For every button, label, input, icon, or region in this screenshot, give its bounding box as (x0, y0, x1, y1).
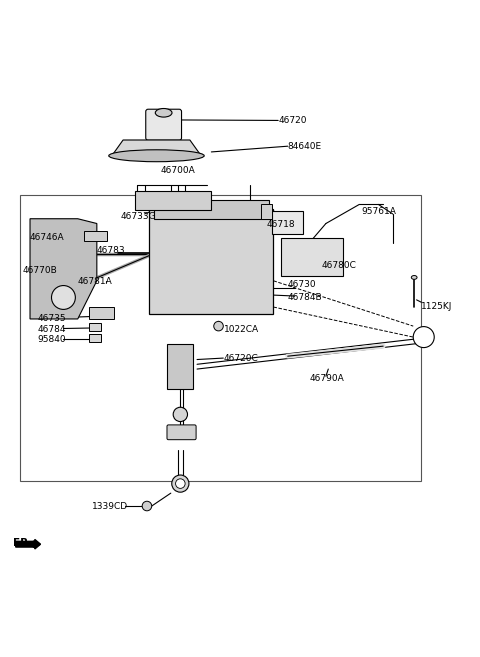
FancyArrow shape (16, 539, 40, 549)
Circle shape (214, 321, 223, 331)
Text: 46770B: 46770B (23, 266, 58, 275)
Text: 46730: 46730 (288, 280, 316, 289)
Circle shape (176, 479, 185, 488)
FancyBboxPatch shape (167, 425, 196, 440)
Text: A: A (61, 293, 66, 302)
Text: 46720C: 46720C (223, 353, 258, 363)
FancyBboxPatch shape (84, 231, 107, 240)
Ellipse shape (109, 150, 204, 162)
Polygon shape (30, 219, 97, 319)
FancyBboxPatch shape (261, 204, 273, 219)
Circle shape (413, 327, 434, 348)
Text: 1022CA: 1022CA (224, 325, 259, 334)
Text: 46784B: 46784B (288, 293, 323, 302)
Polygon shape (111, 140, 202, 157)
FancyBboxPatch shape (273, 211, 303, 234)
Text: A: A (421, 332, 427, 342)
Text: 46790A: 46790A (309, 374, 344, 383)
FancyBboxPatch shape (89, 334, 101, 342)
FancyBboxPatch shape (135, 191, 211, 210)
Text: 46720: 46720 (278, 116, 307, 125)
Circle shape (172, 475, 189, 492)
Text: 95840: 95840 (37, 336, 66, 344)
Text: 1125KJ: 1125KJ (421, 302, 453, 311)
Text: 46746A: 46746A (30, 233, 65, 242)
Circle shape (142, 501, 152, 510)
FancyBboxPatch shape (89, 323, 101, 331)
Text: FR.: FR. (13, 538, 33, 548)
Ellipse shape (156, 108, 172, 117)
FancyBboxPatch shape (146, 109, 181, 140)
Text: 46783: 46783 (97, 246, 125, 255)
Text: 46718: 46718 (266, 221, 295, 229)
FancyBboxPatch shape (281, 238, 343, 276)
Text: 46700A: 46700A (161, 166, 195, 175)
Text: 1339CD: 1339CD (92, 501, 128, 510)
Text: 46784: 46784 (37, 325, 66, 334)
Circle shape (173, 407, 188, 422)
FancyBboxPatch shape (168, 344, 193, 389)
Text: 95761A: 95761A (362, 207, 396, 216)
FancyBboxPatch shape (154, 200, 269, 219)
FancyBboxPatch shape (89, 307, 114, 319)
Text: 46781A: 46781A (78, 277, 112, 286)
FancyBboxPatch shape (149, 209, 274, 314)
Circle shape (51, 286, 75, 309)
Ellipse shape (411, 275, 417, 279)
Text: 46735: 46735 (37, 315, 66, 323)
Text: 46733G: 46733G (120, 212, 156, 221)
Text: 84640E: 84640E (288, 142, 322, 150)
Text: 46780C: 46780C (321, 261, 356, 269)
